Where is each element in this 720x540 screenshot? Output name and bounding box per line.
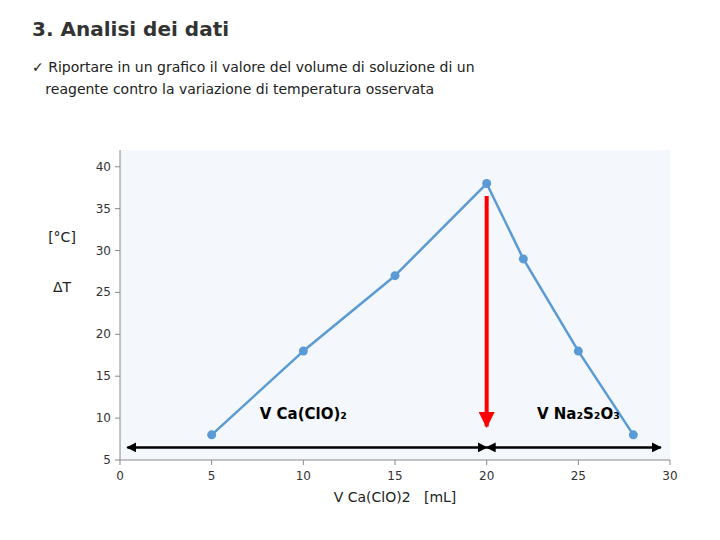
y-axis-line bbox=[120, 150, 121, 460]
x-tick bbox=[486, 460, 487, 465]
data-point bbox=[207, 430, 216, 439]
y-axis-label: ΔT bbox=[53, 279, 72, 295]
x-tick bbox=[303, 460, 304, 465]
plot-area bbox=[127, 179, 661, 447]
annotation-arrow bbox=[127, 446, 486, 449]
data-point bbox=[574, 347, 583, 356]
y-axis-label: [°C] bbox=[48, 229, 76, 245]
data-point bbox=[629, 430, 638, 439]
y-tick-label: 20 bbox=[96, 327, 111, 341]
x-tick bbox=[395, 460, 396, 465]
y-tick bbox=[115, 292, 120, 293]
x-tick-label: 20 bbox=[479, 469, 494, 483]
subtitle: reagente contro la variazione di tempera… bbox=[32, 81, 434, 97]
y-tick bbox=[115, 460, 120, 461]
x-tick bbox=[578, 460, 579, 465]
data-point bbox=[391, 271, 400, 280]
x-tick bbox=[211, 460, 212, 465]
annotation-arrow bbox=[487, 446, 661, 449]
y-tick bbox=[115, 250, 120, 251]
y-tick bbox=[115, 418, 120, 419]
x-tick-label: 25 bbox=[571, 469, 586, 483]
x-tick-label: 5 bbox=[208, 469, 216, 483]
x-tick bbox=[670, 460, 671, 465]
subtitle: ✓ Riportare in un grafico il valore del … bbox=[32, 59, 475, 75]
plot-background bbox=[120, 150, 670, 460]
y-tick-label: 30 bbox=[96, 244, 111, 258]
data-line bbox=[212, 184, 634, 435]
data-point bbox=[482, 179, 491, 188]
y-tick bbox=[115, 166, 120, 167]
annotation-arrow bbox=[485, 196, 489, 426]
x-tick-label: 30 bbox=[662, 469, 677, 483]
annotation-label: V Na₂S₂O₃ bbox=[537, 405, 620, 423]
title: 3. Analisi dei dati bbox=[32, 17, 229, 41]
annotation-label: V Ca(ClO)₂ bbox=[260, 405, 347, 423]
x-tick-label: 0 bbox=[116, 469, 124, 483]
chart-container: 3. Analisi dei dati ✓ Riportare in un gra… bbox=[0, 0, 720, 540]
y-tick bbox=[115, 208, 120, 209]
chart-svg: 3. Analisi dei dati ✓ Riportare in un gra… bbox=[0, 0, 720, 540]
y-tick-label: 25 bbox=[96, 285, 111, 299]
y-tick-label: 35 bbox=[96, 202, 111, 216]
y-tick bbox=[115, 376, 120, 377]
x-axis-label: V Ca(ClO)2 [mL] bbox=[334, 489, 457, 505]
y-tick-label: 5 bbox=[103, 453, 111, 467]
y-tick bbox=[115, 334, 120, 335]
data-point bbox=[519, 254, 528, 263]
data-point bbox=[299, 347, 308, 356]
y-tick-label: 40 bbox=[96, 160, 111, 174]
x-tick-label: 10 bbox=[296, 469, 311, 483]
y-tick-label: 10 bbox=[96, 411, 111, 425]
x-tick-label: 15 bbox=[387, 469, 402, 483]
y-tick-label: 15 bbox=[96, 369, 111, 383]
x-tick bbox=[120, 460, 121, 465]
